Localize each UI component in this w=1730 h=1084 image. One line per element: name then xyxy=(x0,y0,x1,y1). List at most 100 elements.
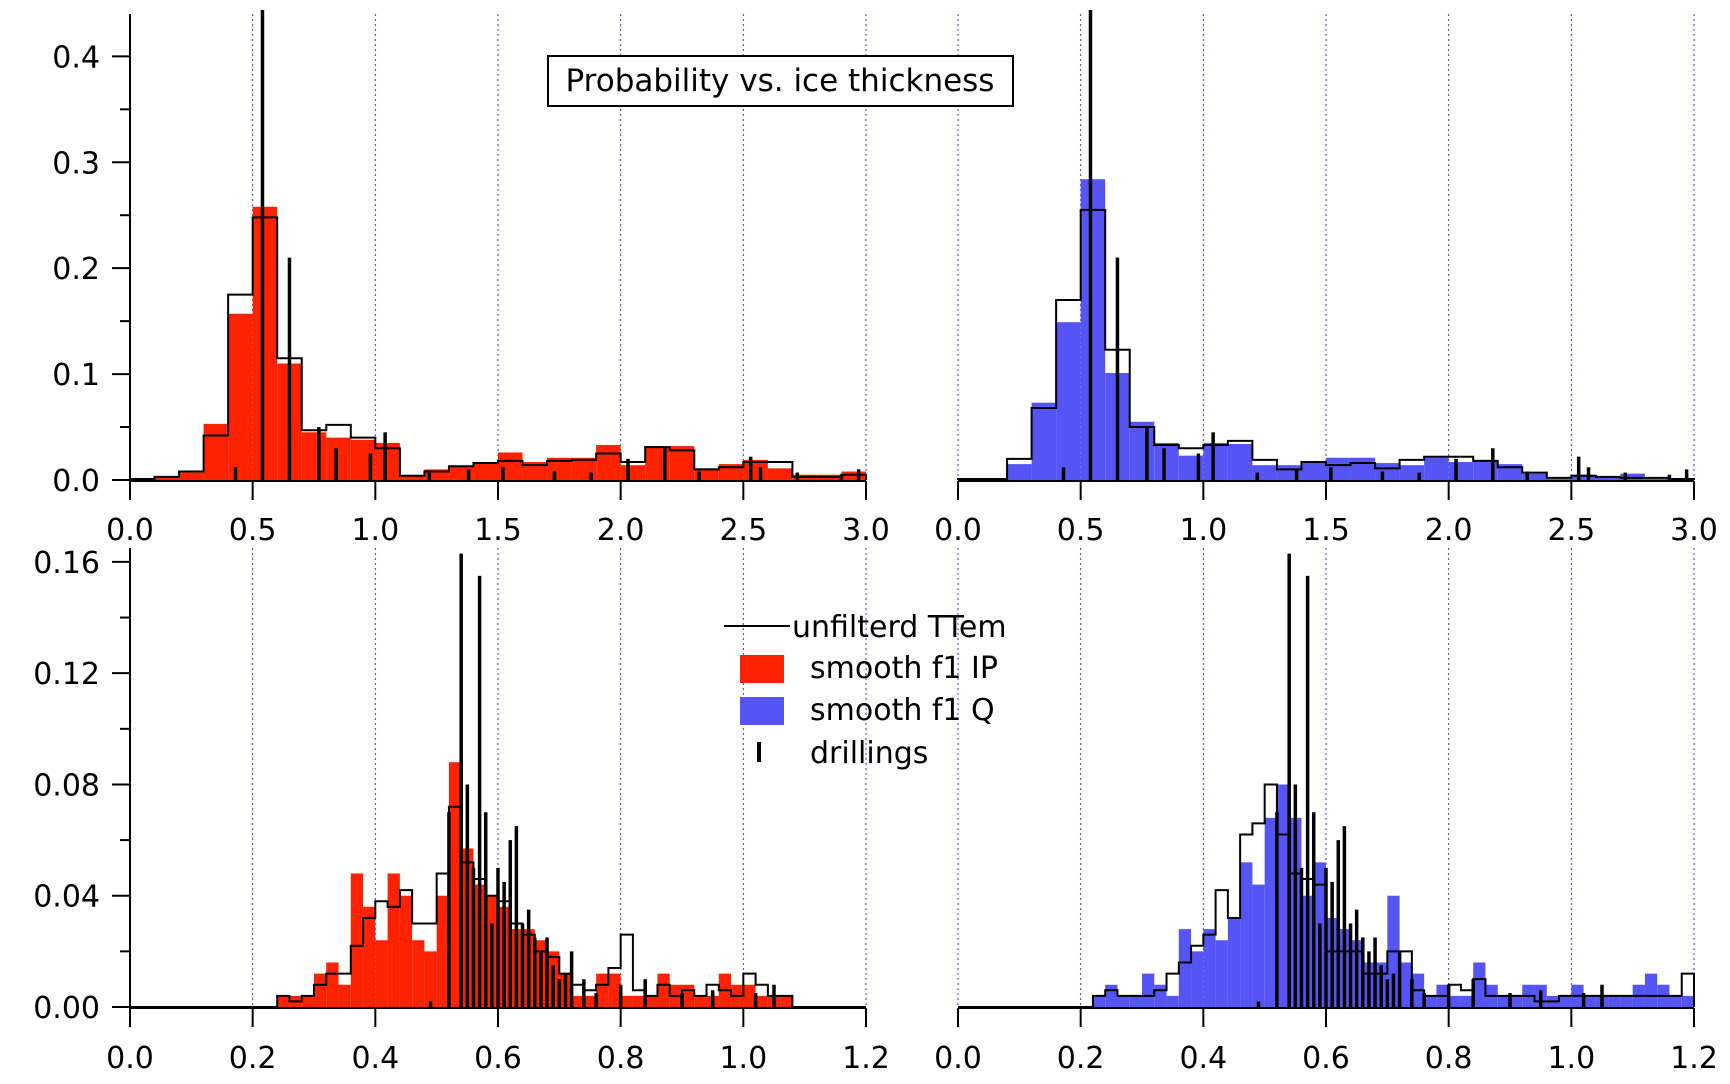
bar-ip xyxy=(620,995,633,1007)
bar-q xyxy=(1007,464,1032,480)
y-tick-label: 0.3 xyxy=(52,146,100,181)
bar-q xyxy=(1473,962,1486,1007)
bar-q xyxy=(1191,951,1204,1007)
x-tick-label: 1.2 xyxy=(842,1041,890,1076)
x-tick-label: 0.0 xyxy=(934,513,982,548)
bar-q xyxy=(1510,995,1523,1007)
bar-ip xyxy=(755,995,768,1007)
bar-q xyxy=(1203,442,1228,480)
bar-ip xyxy=(326,437,351,480)
legend-swatch-ip xyxy=(740,655,784,683)
bar-q xyxy=(1460,995,1474,1007)
bar-ip xyxy=(780,995,793,1007)
bar-q xyxy=(1583,995,1596,1007)
bar-q xyxy=(1301,461,1326,480)
x-tick-label: 1.0 xyxy=(1547,1041,1595,1076)
bar-ip xyxy=(767,468,793,480)
y-tick-label: 0.04 xyxy=(33,880,100,915)
bar-q xyxy=(1105,984,1118,1007)
bar-q xyxy=(1559,995,1572,1007)
y-tick-label: 0.4 xyxy=(52,40,100,75)
bar-ip xyxy=(620,465,646,480)
bar-q xyxy=(1129,421,1155,480)
bar-q xyxy=(1154,442,1179,480)
bar-ip xyxy=(228,313,253,480)
bar-ip xyxy=(314,973,327,1007)
series-ttem-outline xyxy=(130,805,866,1008)
chart-title: Probability vs. ice thickness xyxy=(566,63,995,99)
bar-ip xyxy=(301,432,327,480)
x-tick-label: 1.0 xyxy=(719,1041,767,1076)
bar-q xyxy=(1129,995,1142,1007)
bar-q xyxy=(1264,817,1277,1007)
x-tick-label: 3.0 xyxy=(842,513,890,548)
bar-ip xyxy=(583,995,597,1007)
bar-ip xyxy=(682,984,695,1007)
bar-q xyxy=(1571,474,1596,480)
bar-ip xyxy=(387,873,400,1007)
bar-ip xyxy=(203,423,229,480)
bar-q xyxy=(1031,402,1057,480)
bar-q xyxy=(1595,476,1621,480)
y-tick-label: 0.0 xyxy=(52,464,100,499)
bar-ip xyxy=(412,940,425,1007)
legend-label-drillings: drillings xyxy=(810,736,928,771)
panels: 0.0 0.5 1.0 1.5 2.0 2.5 3.0 0.0 0.1 0.2 0.3 0.4 0.0 0… xyxy=(33,10,1718,1076)
legend-label-q: smooth f1 Q xyxy=(810,693,995,728)
bar-ip xyxy=(743,984,756,1007)
bar-q xyxy=(1154,984,1167,1007)
bar-q xyxy=(1399,962,1412,1007)
panel-bottom-right: 0.0 0.2 0.4 0.6 0.8 1.0 1.2 xyxy=(934,548,1718,1076)
bar-q xyxy=(1117,995,1130,1007)
series-ttem-outline xyxy=(129,216,867,480)
bar-ip xyxy=(522,461,548,480)
bar-ip xyxy=(596,445,621,480)
x-tick-label: 1.0 xyxy=(351,513,399,548)
series-ttem-outline xyxy=(957,208,1695,480)
bar-ip xyxy=(841,471,866,480)
bar-q xyxy=(1681,995,1694,1007)
bar-ip xyxy=(424,951,437,1007)
chart-title-box: Probability vs. ice thickness xyxy=(547,55,1014,107)
x-tick-label: 0.2 xyxy=(229,1041,277,1076)
bar-ip xyxy=(694,995,707,1007)
bar-q xyxy=(1620,995,1633,1007)
bar-ip xyxy=(608,973,621,1007)
panel-bottom-left: 0.0 0.2 0.4 0.6 0.8 1.0 1.2 0.00 0.04 0.08 0.12 0.1… xyxy=(33,546,890,1076)
bar-ip xyxy=(436,895,449,1007)
x-tick-label: 2.5 xyxy=(1547,513,1595,548)
x-tick-label: 1.5 xyxy=(474,513,522,548)
y-tick-label: 0.1 xyxy=(52,358,100,393)
bar-q xyxy=(1608,995,1621,1007)
bar-ip xyxy=(473,463,498,480)
bar-q xyxy=(1252,884,1265,1007)
y-tick-label: 0.12 xyxy=(33,657,100,692)
panel-top-right: 0.0 0.5 1.0 1.5 2.0 2.5 3.0 xyxy=(934,10,1718,548)
legend-label-ttem: unfilterd TTem xyxy=(792,610,1007,645)
bar-ip xyxy=(301,995,314,1007)
bar-ip xyxy=(338,984,351,1007)
bar-q xyxy=(1546,478,1572,480)
bar-ip xyxy=(375,940,388,1007)
bar-q xyxy=(1350,457,1376,480)
bar-q xyxy=(1203,929,1216,1007)
bar-ip xyxy=(694,468,719,480)
bar-ip xyxy=(399,895,413,1007)
bar-ip xyxy=(632,995,646,1007)
bar-q xyxy=(1092,995,1106,1007)
x-tick-label: 0.5 xyxy=(229,513,277,548)
bar-q xyxy=(1644,973,1658,1007)
bar-q xyxy=(1375,463,1400,480)
x-tick-label: 2.0 xyxy=(1425,513,1473,548)
bar-ip xyxy=(326,962,339,1007)
bar-q xyxy=(1227,443,1253,480)
x-tick-label: 0.5 xyxy=(1057,513,1105,548)
bar-ip xyxy=(571,995,584,1007)
bar-q xyxy=(1448,995,1461,1007)
y-tick-label: 0.2 xyxy=(52,252,100,287)
bar-q xyxy=(1142,973,1155,1007)
bar-q xyxy=(1448,461,1474,480)
y-tick-label: 0.00 xyxy=(33,991,100,1026)
x-tick-label: 0.6 xyxy=(474,1041,522,1076)
